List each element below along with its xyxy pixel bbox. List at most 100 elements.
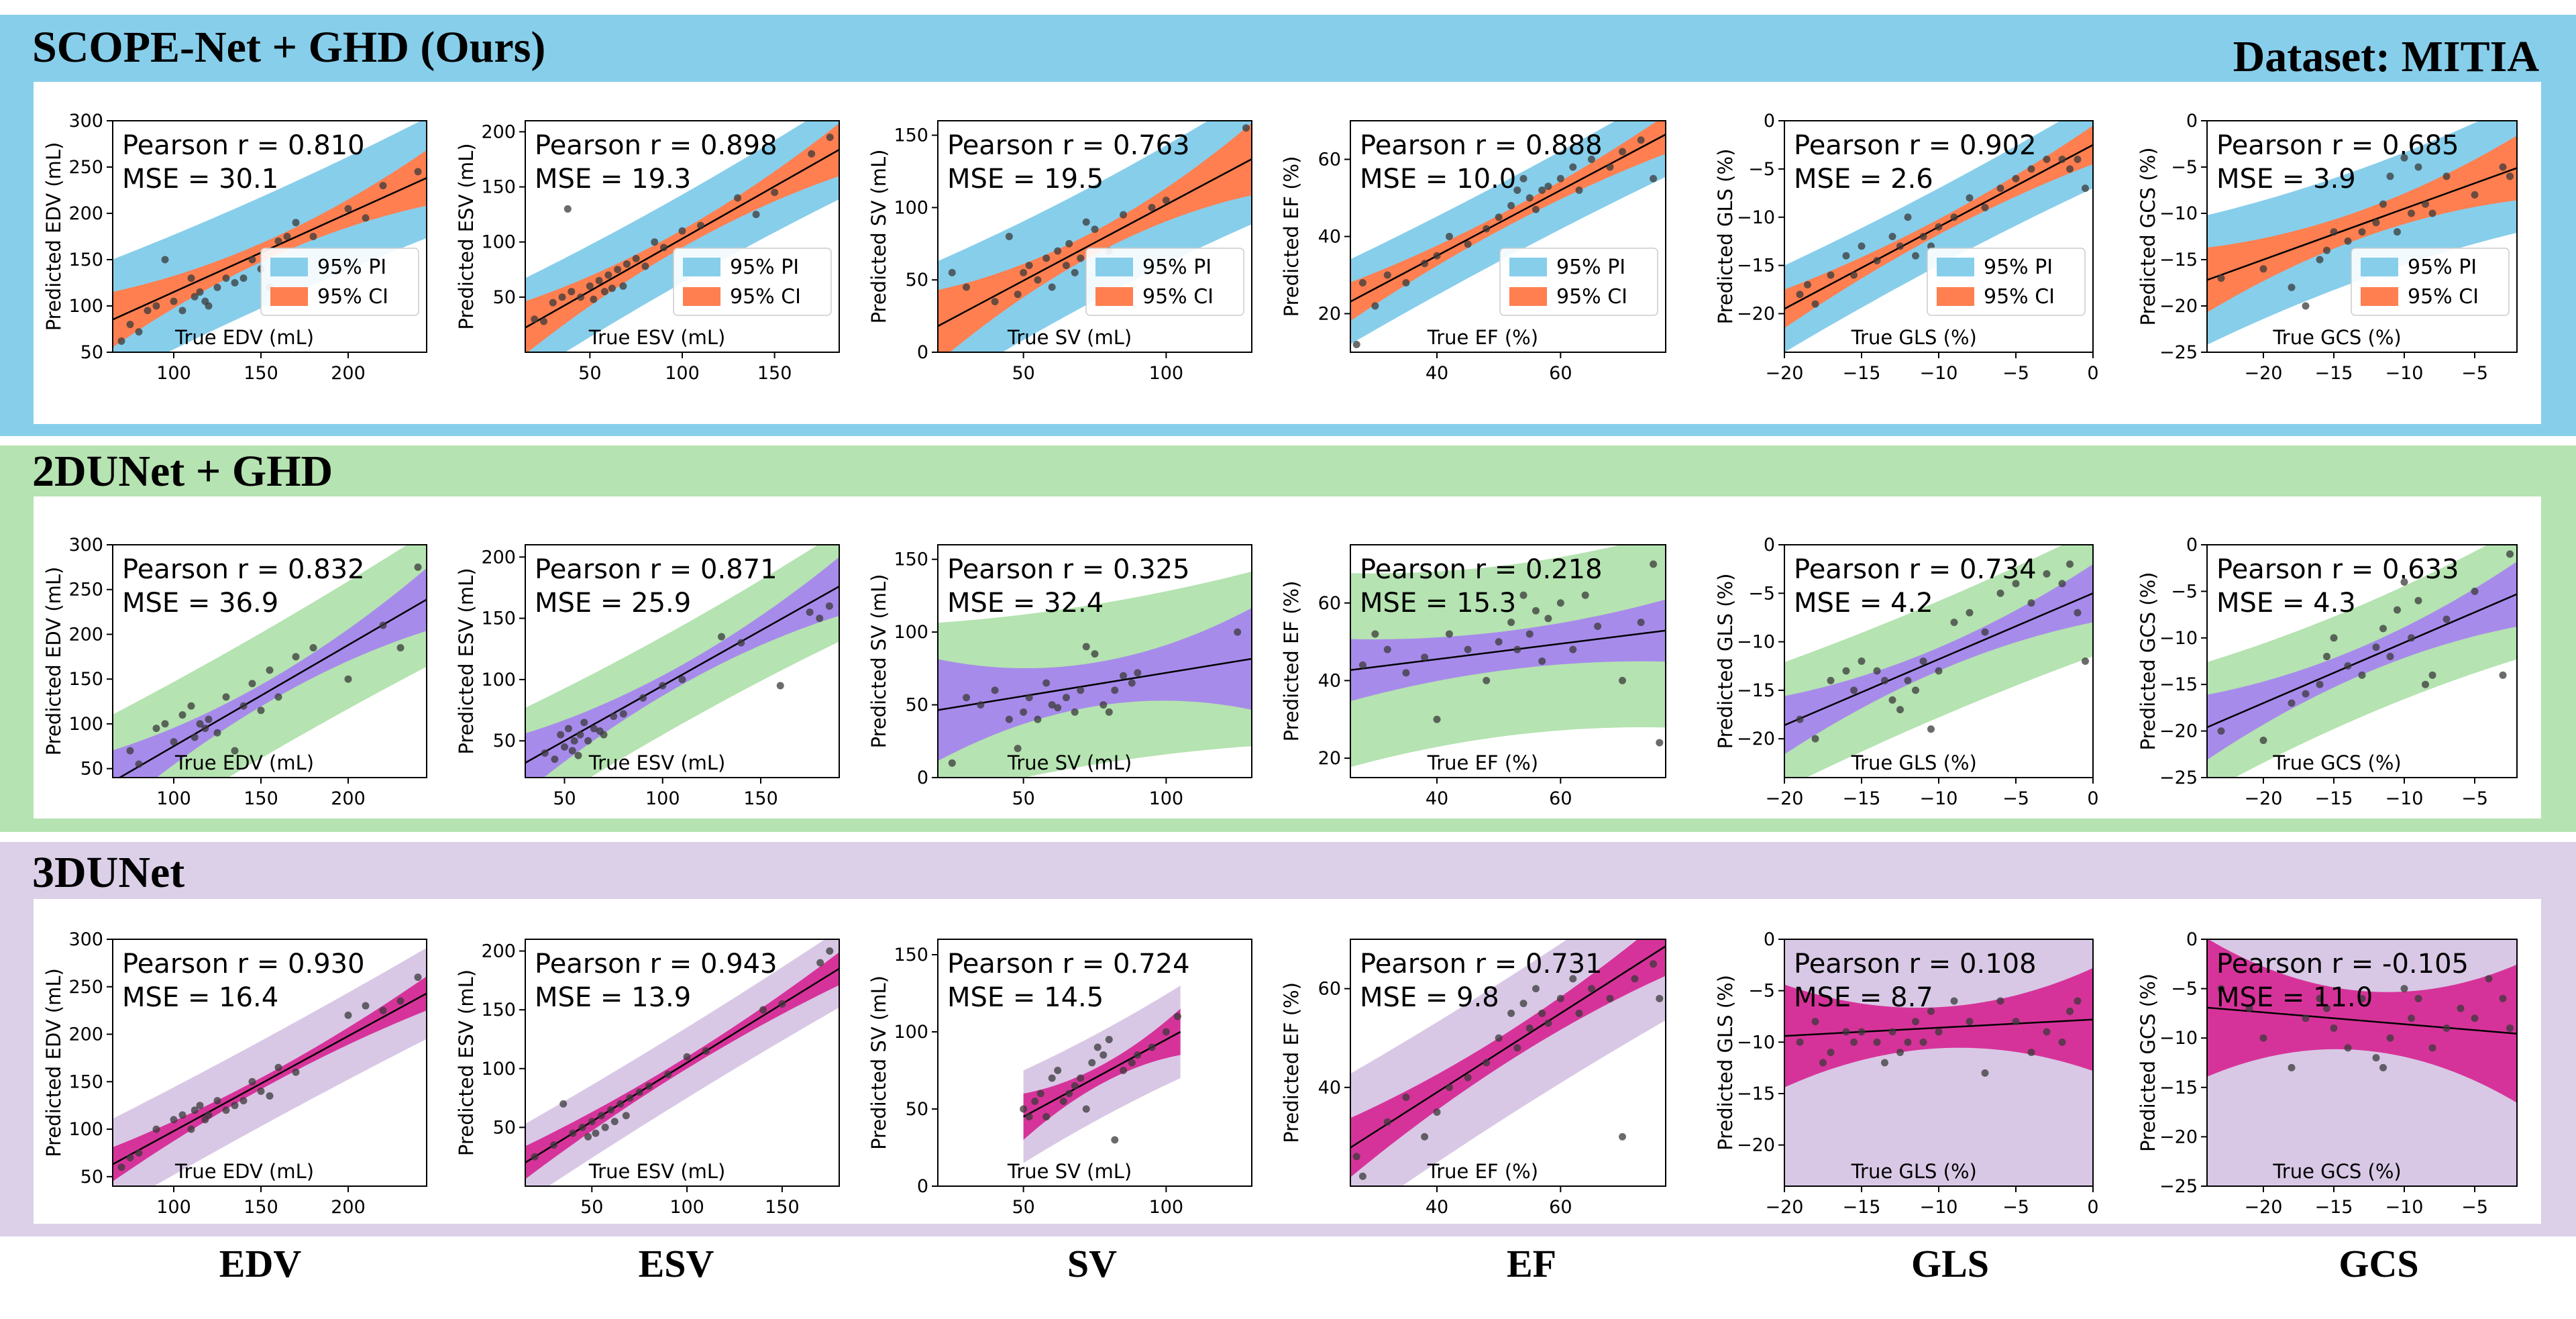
y-tick-label: 40 <box>1318 227 1341 248</box>
y-tick-label: 50 <box>80 342 103 363</box>
data-point <box>1025 262 1033 270</box>
plot-area <box>1350 545 1666 768</box>
data-point <box>586 282 594 290</box>
chart-3dunet-sv: 50 100 0 50 100 150 True SV (mL) Predicted SV (… <box>867 939 1252 1218</box>
data-point <box>1587 985 1595 993</box>
data-point <box>266 1092 274 1100</box>
data-point <box>1071 1082 1079 1090</box>
y-tick-label: 300 <box>68 535 103 556</box>
data-point <box>557 731 565 739</box>
data-point <box>1950 619 1958 627</box>
data-point <box>2379 1063 2387 1071</box>
legend-pi-swatch <box>683 258 720 276</box>
data-point <box>576 731 584 739</box>
data-point <box>2288 1063 2296 1071</box>
data-point <box>248 1077 256 1086</box>
data-point <box>1421 653 1429 662</box>
mse-label: MSE = 10.0 <box>1360 164 1516 195</box>
plot-area <box>525 121 839 352</box>
data-point <box>170 738 178 746</box>
pearson-r-label: Pearson r = 0.734 <box>1794 554 2037 585</box>
data-point <box>1804 280 1811 288</box>
data-point <box>977 701 985 709</box>
mse-label: MSE = 32.4 <box>947 588 1104 619</box>
data-point <box>2302 690 2310 698</box>
data-point <box>1134 1051 1142 1059</box>
data-point <box>604 271 612 279</box>
data-point <box>1850 271 1858 279</box>
data-point <box>1556 599 1564 607</box>
plot-area <box>938 571 1252 778</box>
data-point <box>1656 994 1664 1002</box>
mse-label: MSE = 11.0 <box>2216 982 2373 1013</box>
x-tick-label: 100 <box>1149 363 1184 384</box>
data-point <box>1054 1067 1062 1074</box>
data-point <box>2082 657 2089 665</box>
data-point <box>178 711 186 719</box>
data-point <box>1650 560 1658 568</box>
data-point <box>1569 645 1577 653</box>
data-point <box>2443 615 2451 623</box>
data-point <box>550 1141 558 1149</box>
data-point <box>1796 715 1804 723</box>
data-point <box>2414 994 2422 1002</box>
y-tick-label: 60 <box>1318 150 1341 170</box>
x-tick-label: 0 <box>2087 363 2098 384</box>
data-point <box>1532 205 1540 213</box>
data-point <box>1134 669 1142 677</box>
y-axis-label: Predicted GCS (%) <box>2137 572 2159 751</box>
legend-ci-swatch <box>2361 287 2398 306</box>
pearson-r-label: Pearson r = 0.633 <box>2216 554 2459 585</box>
regression-line <box>2207 167 2517 281</box>
x-tick-label: −5 <box>2461 788 2488 809</box>
pearson-r-label: Pearson r = 0.871 <box>535 554 777 585</box>
data-point <box>1904 676 1912 684</box>
y-tick-label: 100 <box>894 1022 928 1043</box>
legend-ci-swatch <box>270 287 308 306</box>
data-point <box>2422 680 2429 688</box>
pearson-r-label: Pearson r = 0.832 <box>122 554 365 585</box>
data-point <box>1981 1069 1989 1077</box>
data-point <box>292 1068 300 1076</box>
column-label-ef: EF <box>1506 1242 1557 1285</box>
data-point <box>344 675 352 683</box>
data-point <box>702 1047 710 1055</box>
data-point <box>1234 628 1242 636</box>
data-point <box>1575 187 1583 194</box>
mse-label: MSE = 2.6 <box>1794 164 1933 195</box>
data-point <box>1005 715 1013 723</box>
data-point <box>1827 271 1835 279</box>
data-point <box>564 725 572 733</box>
data-point <box>1445 1084 1453 1092</box>
x-tick-label: 100 <box>645 788 680 809</box>
row-panel-3dunet <box>34 899 2541 1224</box>
axes-frame <box>525 939 840 1187</box>
data-point <box>578 1123 586 1131</box>
y-tick-label: 150 <box>481 609 516 629</box>
y-tick-label: −20 <box>2159 296 2198 317</box>
data-point <box>1464 645 1472 653</box>
mse-label: MSE = 8.7 <box>1794 982 1933 1013</box>
x-tick-label: 40 <box>1426 1197 1448 1218</box>
data-point <box>1065 240 1073 248</box>
data-point <box>231 1102 239 1110</box>
data-point <box>2323 246 2330 254</box>
y-tick-label: 0 <box>2186 929 2198 950</box>
data-point <box>2428 1044 2436 1052</box>
plot-area <box>2207 121 2517 345</box>
y-axis-label: Predicted EF (%) <box>1280 982 1303 1143</box>
pearson-r-label: Pearson r = 0.930 <box>122 949 365 980</box>
data-point <box>2316 994 2324 1002</box>
data-point <box>1538 1009 1546 1017</box>
y-tick-label: −5 <box>2171 979 2198 1000</box>
x-tick-label: 50 <box>580 1197 603 1218</box>
y-axis-label: Predicted GCS (%) <box>2137 148 2159 326</box>
data-point <box>2372 643 2380 651</box>
regression-line <box>525 967 839 1164</box>
data-point <box>2414 163 2422 171</box>
y-tick-label: 250 <box>68 580 103 600</box>
y-axis-label: Predicted EF (%) <box>1280 156 1303 317</box>
data-point <box>2058 156 2066 163</box>
dataset-label: Dataset: MITIA <box>2233 32 2539 81</box>
data-point <box>344 1011 352 1019</box>
